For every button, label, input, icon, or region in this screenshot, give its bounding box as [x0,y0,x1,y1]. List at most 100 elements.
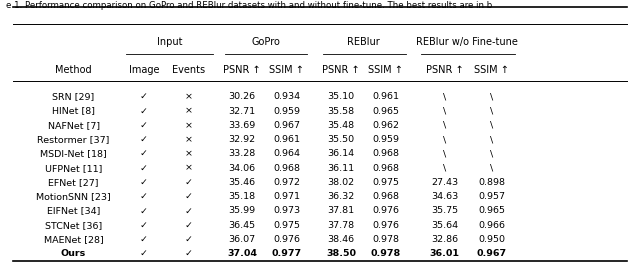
Text: 0.975: 0.975 [372,178,399,187]
Text: ✓: ✓ [140,249,148,258]
Text: ✓: ✓ [185,221,193,230]
Text: SSIM ↑: SSIM ↑ [474,65,509,75]
Text: 0.968: 0.968 [372,164,399,173]
Text: 36.14: 36.14 [328,149,355,158]
Text: \: \ [490,121,493,130]
Text: ✓: ✓ [185,178,193,187]
Text: 37.78: 37.78 [328,221,355,230]
Text: PSNR ↑: PSNR ↑ [426,65,463,75]
Text: REBlur: REBlur [347,37,380,47]
Text: \: \ [443,135,447,144]
Text: 35.48: 35.48 [328,121,355,130]
Text: ×: × [185,164,193,173]
Text: 0.976: 0.976 [273,235,300,244]
Text: \: \ [443,121,447,130]
Text: \: \ [443,164,447,173]
Text: 27.43: 27.43 [431,178,458,187]
Text: ✓: ✓ [140,135,148,144]
Text: REBlur w/o Fine-tune: REBlur w/o Fine-tune [416,37,518,47]
Text: 32.71: 32.71 [228,107,255,116]
Text: UFPNet [11]: UFPNet [11] [45,164,102,173]
Text: 34.63: 34.63 [431,192,458,201]
Text: 36.11: 36.11 [328,164,355,173]
Text: 0.975: 0.975 [273,221,300,230]
Text: 33.69: 33.69 [228,121,255,130]
Text: 38.46: 38.46 [328,235,355,244]
Text: STCNet [36]: STCNet [36] [45,221,102,230]
Text: MSDI-Net [18]: MSDI-Net [18] [40,149,107,158]
Text: 0.968: 0.968 [372,149,399,158]
Text: 36.01: 36.01 [430,249,460,258]
Text: 36.07: 36.07 [228,235,255,244]
Text: 0.934: 0.934 [273,92,300,101]
Text: ✓: ✓ [185,206,193,215]
Text: 33.28: 33.28 [228,149,255,158]
Text: 0.978: 0.978 [372,235,399,244]
Text: ×: × [185,149,193,158]
Text: ✓: ✓ [140,206,148,215]
Text: SSIM ↑: SSIM ↑ [269,65,304,75]
Text: 38.02: 38.02 [328,178,355,187]
Text: EIFNet [34]: EIFNet [34] [47,206,100,215]
Text: 36.32: 36.32 [328,192,355,201]
Text: ✓: ✓ [185,249,193,258]
Text: 35.46: 35.46 [228,178,255,187]
Text: 0.957: 0.957 [478,192,505,201]
Text: 35.18: 35.18 [228,192,255,201]
Text: 36.45: 36.45 [228,221,255,230]
Text: \: \ [490,135,493,144]
Text: 38.50: 38.50 [326,249,356,258]
Text: 0.972: 0.972 [273,178,300,187]
Text: Events: Events [172,65,205,75]
Text: 0.977: 0.977 [271,249,302,258]
Text: 35.75: 35.75 [431,206,458,215]
Text: Image: Image [129,65,159,75]
Text: 32.86: 32.86 [431,235,458,244]
Text: PSNR ↑: PSNR ↑ [323,65,360,75]
Text: 32.92: 32.92 [228,135,255,144]
Text: 0.959: 0.959 [372,135,399,144]
Text: 0.976: 0.976 [372,206,399,215]
Text: Input: Input [157,37,182,47]
Text: \: \ [490,164,493,173]
Text: ×: × [185,107,193,116]
Text: SRN [29]: SRN [29] [52,92,95,101]
Text: MotionSNN [23]: MotionSNN [23] [36,192,111,201]
Text: \: \ [443,92,447,101]
Text: 0.966: 0.966 [478,221,505,230]
Text: 0.965: 0.965 [372,107,399,116]
Text: GoPro: GoPro [251,37,280,47]
Text: ✓: ✓ [140,192,148,201]
Text: 37.04: 37.04 [227,249,257,258]
Text: EFNet [27]: EFNet [27] [49,178,99,187]
Text: ✓: ✓ [140,164,148,173]
Text: \: \ [490,92,493,101]
Text: 0.959: 0.959 [273,107,300,116]
Text: 0.967: 0.967 [476,249,507,258]
Text: 0.962: 0.962 [372,121,399,130]
Text: ×: × [185,135,193,144]
Text: 0.950: 0.950 [478,235,505,244]
Text: 0.961: 0.961 [372,92,399,101]
Text: 35.99: 35.99 [228,206,255,215]
Text: ✓: ✓ [140,235,148,244]
Text: 35.10: 35.10 [328,92,355,101]
Text: Method: Method [55,65,92,75]
Text: ✓: ✓ [140,121,148,130]
Text: ✓: ✓ [140,92,148,101]
Text: ✓: ✓ [185,235,193,244]
Text: ×: × [185,121,193,130]
Text: \: \ [443,107,447,116]
Text: 37.81: 37.81 [328,206,355,215]
Text: 0.976: 0.976 [372,221,399,230]
Text: ✓: ✓ [140,107,148,116]
Text: Ours: Ours [61,249,86,258]
Text: 0.978: 0.978 [371,249,401,258]
Text: 0.973: 0.973 [273,206,300,215]
Text: 0.964: 0.964 [273,149,300,158]
Text: ✓: ✓ [140,149,148,158]
Text: HINet [8]: HINet [8] [52,107,95,116]
Text: \: \ [490,107,493,116]
Text: 35.64: 35.64 [431,221,458,230]
Text: 0.898: 0.898 [478,178,505,187]
